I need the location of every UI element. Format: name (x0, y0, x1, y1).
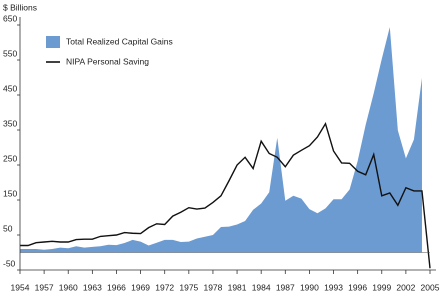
x-tick-label: 1990 (300, 282, 319, 292)
x-tick-label: 1996 (348, 282, 367, 292)
y-axis-label: $ Billions (3, 2, 37, 12)
x-tick-label: 2005 (421, 282, 440, 292)
x-tick-label: 1987 (276, 282, 295, 292)
x-tick-label: 1984 (252, 282, 271, 292)
x-tick-label: 1963 (83, 282, 102, 292)
x-tick-label: 1969 (131, 282, 150, 292)
y-tick-label: 250 (3, 153, 17, 163)
x-tick-label: 2002 (396, 282, 415, 292)
legend-label: Total Realized Capital Gains (66, 36, 173, 46)
y-tick-label: 450 (3, 83, 17, 93)
x-tick-label: 1999 (372, 282, 391, 292)
x-tick-label: 1960 (59, 282, 78, 292)
x-tick-label: 1981 (228, 282, 247, 292)
x-tick-label: 1978 (203, 282, 222, 292)
x-tick-label: 1954 (11, 282, 30, 292)
x-tick-label: 1993 (324, 282, 343, 292)
y-tick-label: 50 (3, 223, 13, 233)
x-tick-label: 1975 (179, 282, 198, 292)
legend-label: NIPA Personal Saving (66, 56, 149, 66)
y-tick-label: 350 (3, 118, 17, 128)
x-tick-label: 1957 (35, 282, 54, 292)
line (20, 121, 431, 269)
y-tick-label: 150 (3, 188, 17, 198)
area (20, 27, 422, 253)
y-tick-label: 650 (3, 13, 17, 23)
x-tick-label: 1972 (155, 282, 174, 292)
x-tick-label: 1966 (107, 282, 126, 292)
legend-swatch (46, 36, 60, 48)
y-tick-label: -50 (3, 258, 16, 268)
y-tick-label: 550 (3, 48, 17, 58)
